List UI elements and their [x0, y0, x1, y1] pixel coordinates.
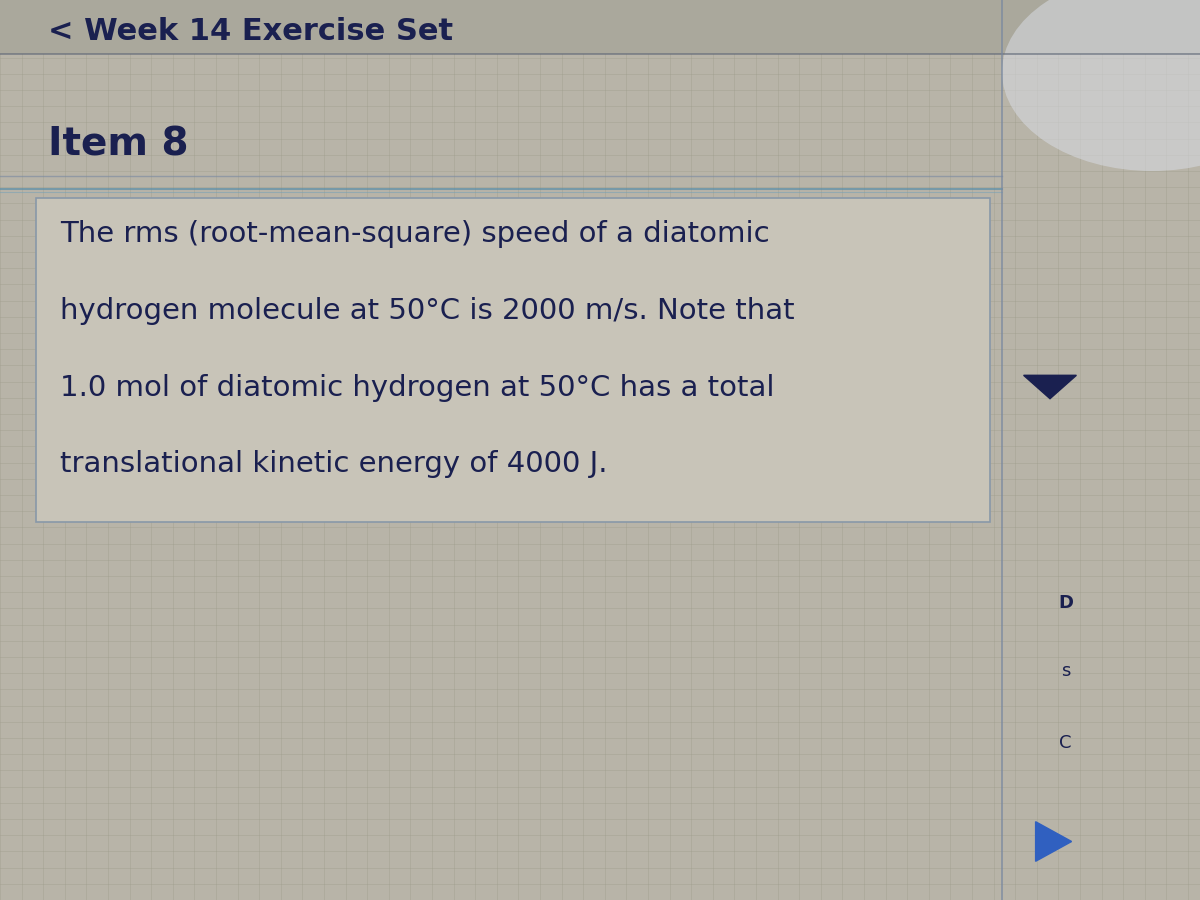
- Text: 1.0 mol of diatomic hydrogen at 50°C has a total: 1.0 mol of diatomic hydrogen at 50°C has…: [60, 374, 774, 401]
- Ellipse shape: [1002, 0, 1200, 171]
- Text: s: s: [1061, 662, 1070, 680]
- FancyBboxPatch shape: [0, 0, 1200, 54]
- Text: translational kinetic energy of 4000 J.: translational kinetic energy of 4000 J.: [60, 450, 607, 478]
- Text: hydrogen molecule at 50°C is 2000 m/s. Note that: hydrogen molecule at 50°C is 2000 m/s. N…: [60, 297, 794, 325]
- FancyBboxPatch shape: [36, 198, 990, 522]
- Text: The rms (root-mean-square) speed of a diatomic: The rms (root-mean-square) speed of a di…: [60, 220, 769, 248]
- Text: < Week 14 Exercise Set: < Week 14 Exercise Set: [48, 17, 454, 46]
- Text: C: C: [1060, 734, 1072, 752]
- Text: Item 8: Item 8: [48, 125, 188, 163]
- Polygon shape: [1036, 822, 1072, 861]
- Polygon shape: [1024, 375, 1076, 399]
- Text: D: D: [1058, 594, 1073, 612]
